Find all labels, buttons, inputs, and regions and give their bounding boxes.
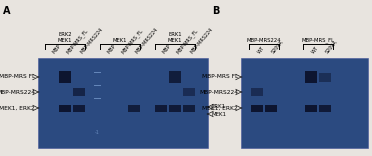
Text: S209A: S209A bbox=[271, 40, 285, 55]
Text: MBP-MRS224: MBP-MRS224 bbox=[0, 90, 35, 95]
Bar bbox=[169, 105, 181, 112]
Text: MEK1: MEK1 bbox=[211, 112, 226, 117]
Bar bbox=[59, 71, 71, 83]
Bar bbox=[155, 105, 167, 112]
Text: ERK1: ERK1 bbox=[211, 105, 225, 110]
Text: -1: -1 bbox=[94, 129, 99, 134]
Text: MBP-MRS224: MBP-MRS224 bbox=[199, 90, 238, 95]
Text: MEK1: MEK1 bbox=[113, 38, 127, 43]
Text: ERK2
MEK1: ERK2 MEK1 bbox=[58, 32, 72, 43]
Bar bbox=[241, 58, 368, 148]
Text: MBP: MBP bbox=[161, 44, 171, 55]
Text: MBP-MRS FL: MBP-MRS FL bbox=[0, 75, 35, 80]
Text: MBP: MBP bbox=[51, 44, 62, 55]
Text: MBP-MRS224: MBP-MRS224 bbox=[247, 38, 281, 43]
Text: A: A bbox=[3, 6, 10, 16]
Bar bbox=[73, 105, 85, 112]
Text: B: B bbox=[212, 6, 219, 16]
Text: MBP: MBP bbox=[106, 44, 116, 55]
Bar bbox=[305, 105, 317, 112]
Text: MBP-MRS_FL: MBP-MRS_FL bbox=[301, 37, 334, 43]
Bar bbox=[73, 88, 85, 96]
Text: MBP-MRS_FL: MBP-MRS_FL bbox=[175, 28, 199, 55]
Bar bbox=[59, 105, 71, 112]
Text: S209A: S209A bbox=[325, 40, 339, 55]
Text: WT: WT bbox=[257, 46, 266, 55]
Bar bbox=[251, 105, 263, 112]
Bar bbox=[183, 105, 195, 112]
Bar bbox=[128, 105, 140, 112]
Text: MBP-MRS224: MBP-MRS224 bbox=[79, 27, 103, 55]
Bar bbox=[319, 105, 331, 112]
Bar bbox=[38, 58, 208, 148]
Bar bbox=[305, 71, 317, 83]
Bar bbox=[265, 105, 277, 112]
Text: WT: WT bbox=[311, 46, 320, 55]
Text: MBP-MRS224: MBP-MRS224 bbox=[189, 27, 214, 55]
Text: ERK1
MEK1: ERK1 MEK1 bbox=[168, 32, 182, 43]
Text: MEK1, ERK2: MEK1, ERK2 bbox=[0, 105, 35, 110]
Bar bbox=[183, 88, 195, 96]
Bar bbox=[251, 88, 263, 96]
Text: MEK1, ERK2: MEK1, ERK2 bbox=[202, 105, 238, 110]
Text: MBP-MRS_FL: MBP-MRS_FL bbox=[120, 28, 144, 55]
Text: MBP-MRS224: MBP-MRS224 bbox=[134, 27, 158, 55]
Bar bbox=[319, 73, 331, 81]
Text: MBP-MRS_FL: MBP-MRS_FL bbox=[65, 28, 89, 55]
Text: MBP-MRS FL: MBP-MRS FL bbox=[202, 75, 238, 80]
Bar bbox=[169, 71, 181, 83]
